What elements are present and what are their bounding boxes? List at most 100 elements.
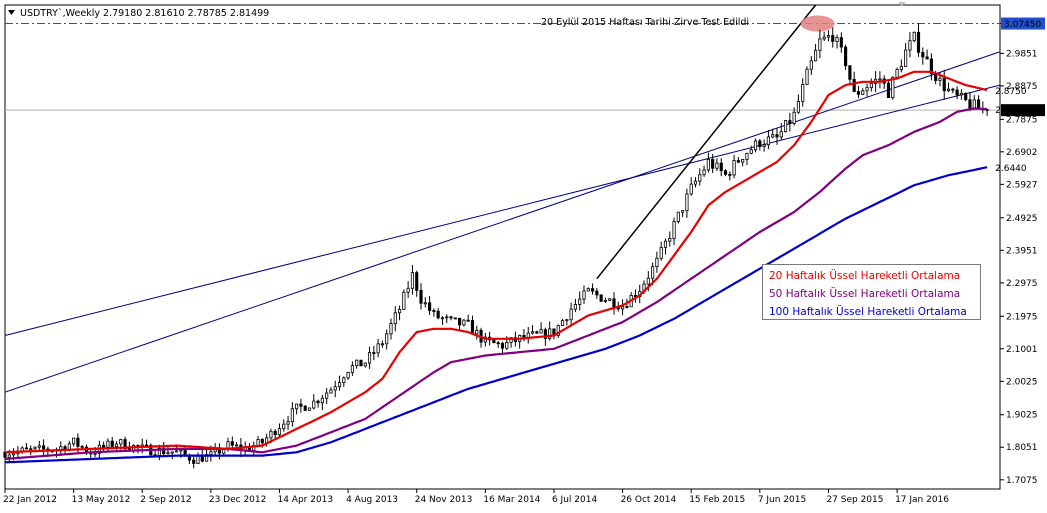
candle-body	[93, 452, 97, 455]
candle	[410, 264, 415, 295]
candle	[389, 318, 393, 340]
candle-body	[749, 149, 753, 154]
candle	[548, 321, 552, 341]
indicator-legend: 20 Haftalık Üssel Hareketli Ortalama 50 …	[762, 264, 981, 320]
candle-body	[681, 210, 685, 213]
candle-body	[646, 277, 650, 285]
candle-body	[466, 319, 470, 322]
candle	[758, 139, 762, 151]
candle-body	[685, 193, 689, 212]
candle	[681, 210, 685, 218]
candle-body	[771, 134, 775, 138]
candle-body	[470, 320, 475, 335]
candle-body	[689, 183, 693, 195]
y-tick-label: 2.8875	[1006, 82, 1038, 92]
x-tick-label: 2 Sep 2012	[140, 495, 191, 505]
candle	[372, 346, 376, 361]
x-tick-label: 15 Feb 2015	[689, 495, 745, 505]
candle	[719, 158, 723, 177]
candle-body	[410, 272, 415, 289]
candle	[320, 394, 324, 411]
candle	[693, 177, 698, 188]
candle-body	[693, 180, 698, 185]
candle-body	[706, 158, 710, 171]
candle-body	[123, 439, 127, 450]
candle-body	[179, 449, 183, 452]
candle-body	[822, 36, 826, 40]
candle	[303, 405, 307, 412]
candle	[419, 283, 423, 310]
candle	[676, 211, 680, 224]
candle-body	[852, 78, 856, 92]
candle-body	[29, 448, 33, 451]
candle	[869, 78, 873, 92]
candle	[329, 386, 333, 394]
scroll-marker-icon	[898, 2, 906, 6]
candle	[496, 340, 500, 348]
candle-body	[732, 160, 736, 176]
candle-body	[711, 158, 715, 169]
candle-body	[659, 246, 663, 259]
price-tag-label: 3.07450	[1004, 20, 1041, 30]
candle	[929, 53, 933, 81]
candle	[466, 314, 470, 322]
candle	[436, 308, 440, 320]
candle-body	[162, 447, 166, 455]
candle	[783, 120, 788, 133]
peak-marker	[800, 15, 835, 32]
candle	[458, 317, 462, 331]
candle	[299, 398, 303, 413]
candle-body	[535, 331, 539, 334]
candle	[397, 305, 402, 321]
candle	[732, 154, 736, 179]
candle	[959, 89, 963, 100]
candle	[762, 139, 766, 152]
candle-body	[235, 444, 239, 447]
candle	[702, 165, 706, 177]
x-tick-label: 27 Sep 2015	[826, 495, 883, 505]
candle-body	[363, 362, 367, 367]
candle-body	[625, 306, 629, 308]
candle-body	[826, 35, 831, 38]
collapse-triangle-icon[interactable]	[8, 10, 15, 15]
candle	[406, 281, 410, 298]
candle-body	[891, 76, 895, 99]
y-tick-label: 1.8051	[1006, 443, 1038, 453]
candle	[423, 297, 427, 308]
candle	[440, 315, 445, 325]
candle	[367, 346, 372, 369]
candle-body	[955, 89, 959, 96]
candle	[102, 441, 106, 453]
candle	[672, 217, 676, 246]
candle-body	[796, 100, 801, 113]
candle	[428, 295, 432, 315]
y-tick-label: 2.0025	[1006, 377, 1038, 387]
candle	[908, 32, 912, 58]
candle	[912, 31, 916, 43]
candle-body	[260, 438, 264, 444]
candle-body	[702, 169, 706, 176]
candle-body	[573, 304, 577, 310]
candle-body	[72, 437, 76, 445]
y-tick-label: 2.3951	[1006, 246, 1038, 256]
candle-body	[783, 120, 788, 133]
candle	[848, 65, 852, 85]
candle-body	[170, 451, 174, 454]
candle	[942, 69, 946, 100]
candle-body	[976, 99, 981, 110]
candle-body	[676, 211, 680, 222]
candle	[951, 87, 955, 94]
candle	[865, 83, 869, 97]
candle-body	[440, 317, 445, 320]
candle	[290, 402, 294, 427]
candle	[753, 138, 758, 153]
x-tick-label: 16 Mar 2014	[483, 495, 540, 505]
candle-body	[333, 386, 337, 391]
candle	[560, 318, 565, 327]
candle-body	[76, 437, 80, 447]
candle-body	[762, 144, 766, 148]
candle-body	[736, 160, 740, 163]
candle-body	[886, 82, 891, 99]
